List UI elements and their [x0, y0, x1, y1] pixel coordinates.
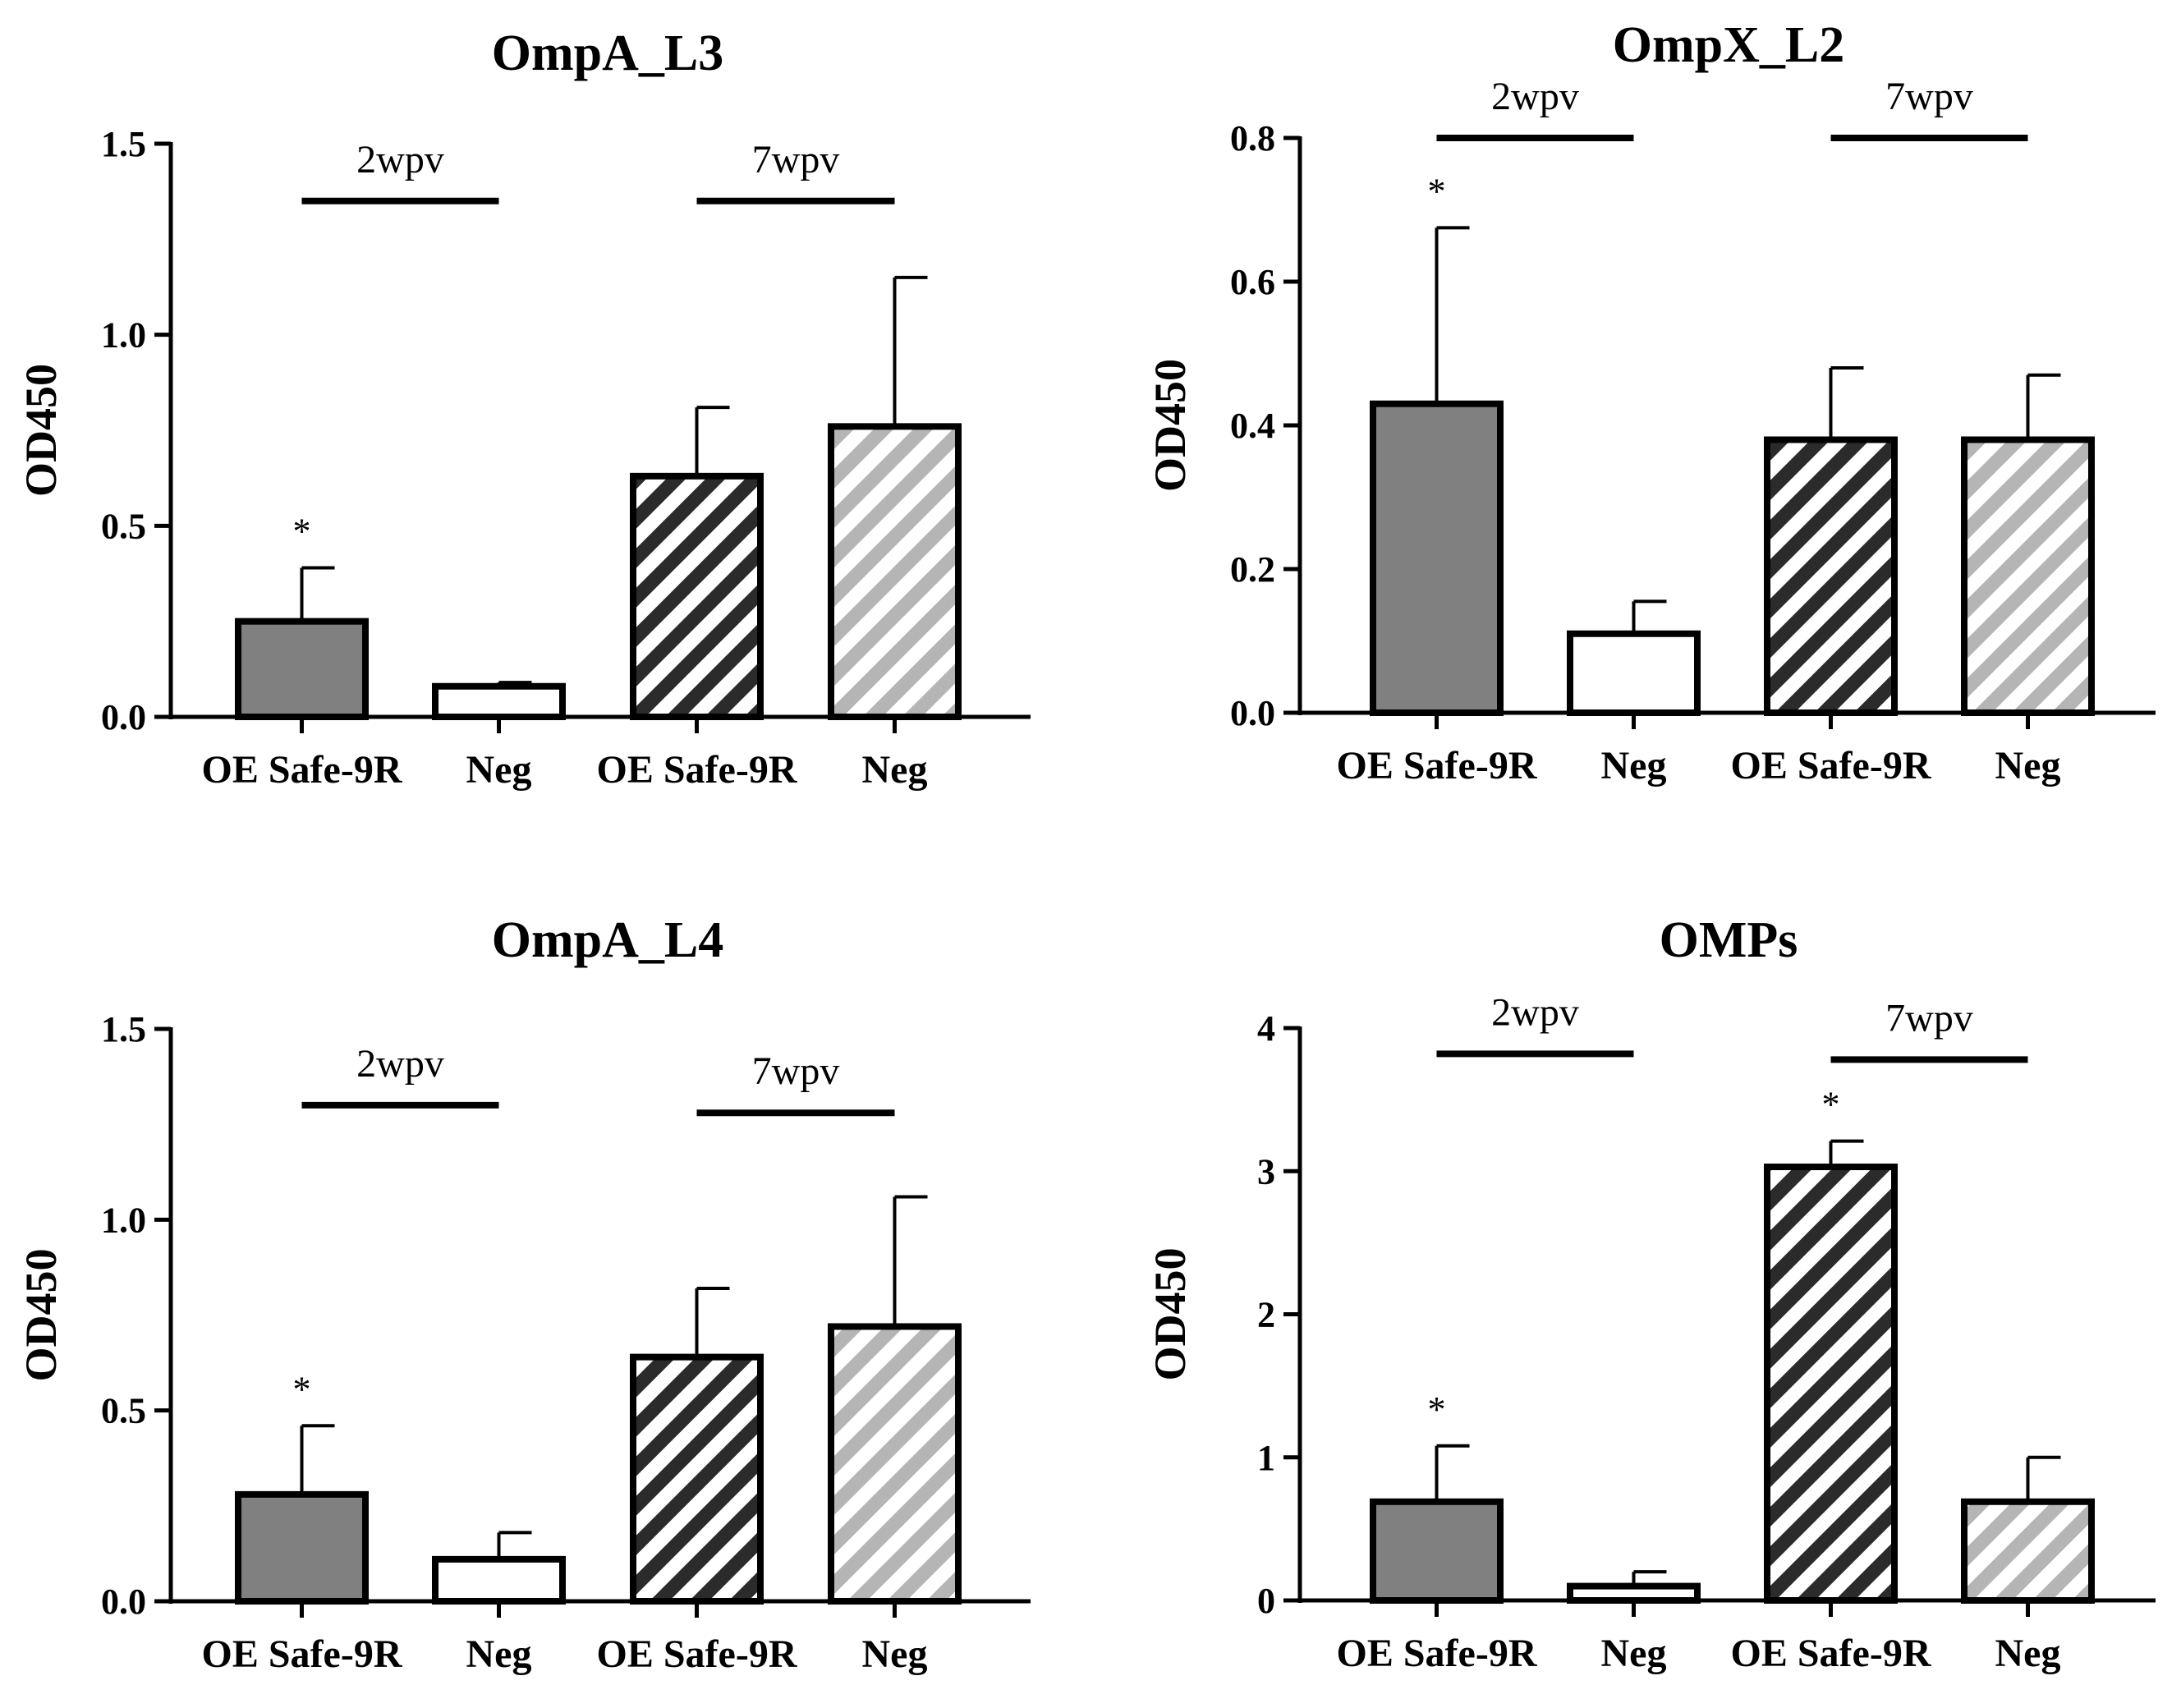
bar: [630, 472, 764, 721]
y-axis-label: OD450: [1146, 359, 1195, 492]
bar: [1370, 1498, 1504, 1604]
y-tick-label: 1: [1257, 1438, 1275, 1478]
y-tick-label: 0.2: [1230, 549, 1275, 590]
bar: [432, 682, 566, 720]
y-axis-label: OD450: [16, 1249, 66, 1382]
significance-star: *: [1822, 1085, 1840, 1125]
bar: [1961, 1498, 2095, 1604]
y-tick-label: 0.0: [101, 697, 146, 737]
bar: [1764, 436, 1898, 716]
group-label: 7wpv: [752, 138, 840, 181]
group-label: 7wpv: [1885, 75, 1973, 118]
x-tick-label: Neg: [862, 1632, 928, 1676]
y-tick-label: 1.5: [101, 1009, 146, 1049]
y-tick-label: 2: [1257, 1295, 1275, 1335]
x-tick-label: OE Safe-9R: [1731, 744, 1932, 787]
significance-star: *: [1428, 171, 1446, 211]
chart-title: OmpX_L2: [1613, 17, 1844, 73]
bar: [1567, 1582, 1701, 1604]
y-tick-label: 0.5: [101, 506, 146, 546]
x-tick-label: OE Safe-9R: [597, 1632, 798, 1676]
bar: [828, 1323, 962, 1605]
x-tick-label: OE Safe-9R: [1731, 1632, 1932, 1675]
y-tick-label: 0: [1257, 1581, 1275, 1621]
x-tick-label: OE Safe-9R: [202, 1632, 403, 1676]
significance-star: *: [293, 1369, 311, 1409]
bar: [1961, 436, 2095, 716]
x-tick-label: Neg: [1601, 1632, 1667, 1675]
y-tick-label: 3: [1257, 1151, 1275, 1191]
y-tick-label: 0.0: [101, 1582, 146, 1622]
y-axis-label: OD450: [1146, 1248, 1195, 1381]
y-tick-label: 0.5: [101, 1391, 146, 1431]
x-tick-label: OE Safe-9R: [597, 748, 798, 792]
bar: [1370, 400, 1504, 716]
group-label: 2wpv: [356, 138, 444, 181]
bar: [235, 618, 369, 721]
bar: [1764, 1164, 1898, 1604]
group-label: 2wpv: [356, 1042, 444, 1086]
bar: [235, 1490, 369, 1605]
group-label: 2wpv: [1491, 75, 1579, 118]
bar: [828, 423, 962, 720]
y-tick-label: 1.0: [101, 315, 146, 356]
y-tick-label: 0.0: [1230, 693, 1275, 733]
chart-title: OMPs: [1660, 912, 1798, 968]
y-tick-label: 1.0: [101, 1200, 146, 1240]
x-tick-label: Neg: [1995, 744, 2061, 787]
y-tick-label: 4: [1257, 1008, 1275, 1049]
chart-title: OmpA_L3: [492, 25, 723, 81]
x-tick-label: OE Safe-9R: [1337, 1632, 1538, 1675]
group-label: 2wpv: [1491, 990, 1579, 1034]
x-tick-label: OE Safe-9R: [1337, 744, 1538, 787]
significance-star: *: [293, 512, 311, 552]
bar: [432, 1555, 566, 1605]
x-tick-label: OE Safe-9R: [202, 748, 403, 792]
y-tick-label: 0.6: [1230, 262, 1275, 302]
significance-star: *: [1428, 1389, 1446, 1430]
bar: [1567, 630, 1701, 716]
y-tick-label: 0.8: [1230, 118, 1275, 158]
group-label: 7wpv: [1885, 996, 1973, 1040]
y-axis-label: OD450: [16, 364, 66, 497]
x-tick-label: Neg: [466, 1632, 532, 1676]
x-tick-label: Neg: [1601, 744, 1667, 787]
chart-title: OmpA_L4: [492, 912, 723, 968]
x-tick-label: Neg: [1995, 1632, 2061, 1675]
x-tick-label: Neg: [862, 748, 928, 792]
y-tick-label: 0.4: [1230, 406, 1275, 446]
y-tick-label: 1.5: [101, 124, 146, 164]
x-tick-label: Neg: [466, 748, 532, 792]
bar: [630, 1353, 764, 1605]
group-label: 7wpv: [752, 1049, 840, 1093]
